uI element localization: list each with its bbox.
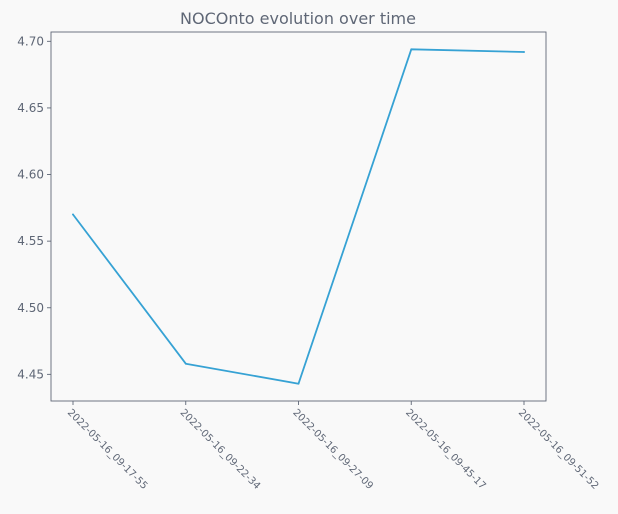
data-point [523, 51, 525, 53]
x-tick-label: 2022-05-16_09-51-52 [516, 407, 601, 492]
y-tick-label: 4.70 [17, 34, 44, 48]
x-tick-label: 2022-05-16_09-45-17 [403, 407, 488, 492]
y-tick-label: 4.45 [17, 367, 44, 381]
x-tick-label: 2022-05-16_09-17-55 [65, 407, 150, 492]
chart-title: NOCOnto evolution over time [180, 9, 416, 28]
data-point [72, 213, 74, 216]
x-axis: 2022-05-16_09-17-55 2022-05-16_09-22-34 20… [65, 401, 601, 492]
y-tick-label: 4.60 [17, 168, 44, 182]
x-tick-label: 2022-05-16_09-22-34 [178, 407, 263, 492]
x-tick-label: 2022-05-16_09-27-09 [290, 407, 375, 492]
data-point [410, 48, 413, 51]
y-tick-label: 4.50 [17, 301, 44, 315]
series-layer [72, 48, 525, 385]
data-point [184, 362, 187, 365]
plot-area [50, 31, 547, 402]
y-tick-label: 4.55 [17, 234, 44, 248]
y-axis: 4.45 4.50 4.55 4.60 4.65 4.70 [17, 34, 51, 381]
data-point [297, 382, 300, 385]
y-tick-label: 4.65 [17, 101, 44, 115]
